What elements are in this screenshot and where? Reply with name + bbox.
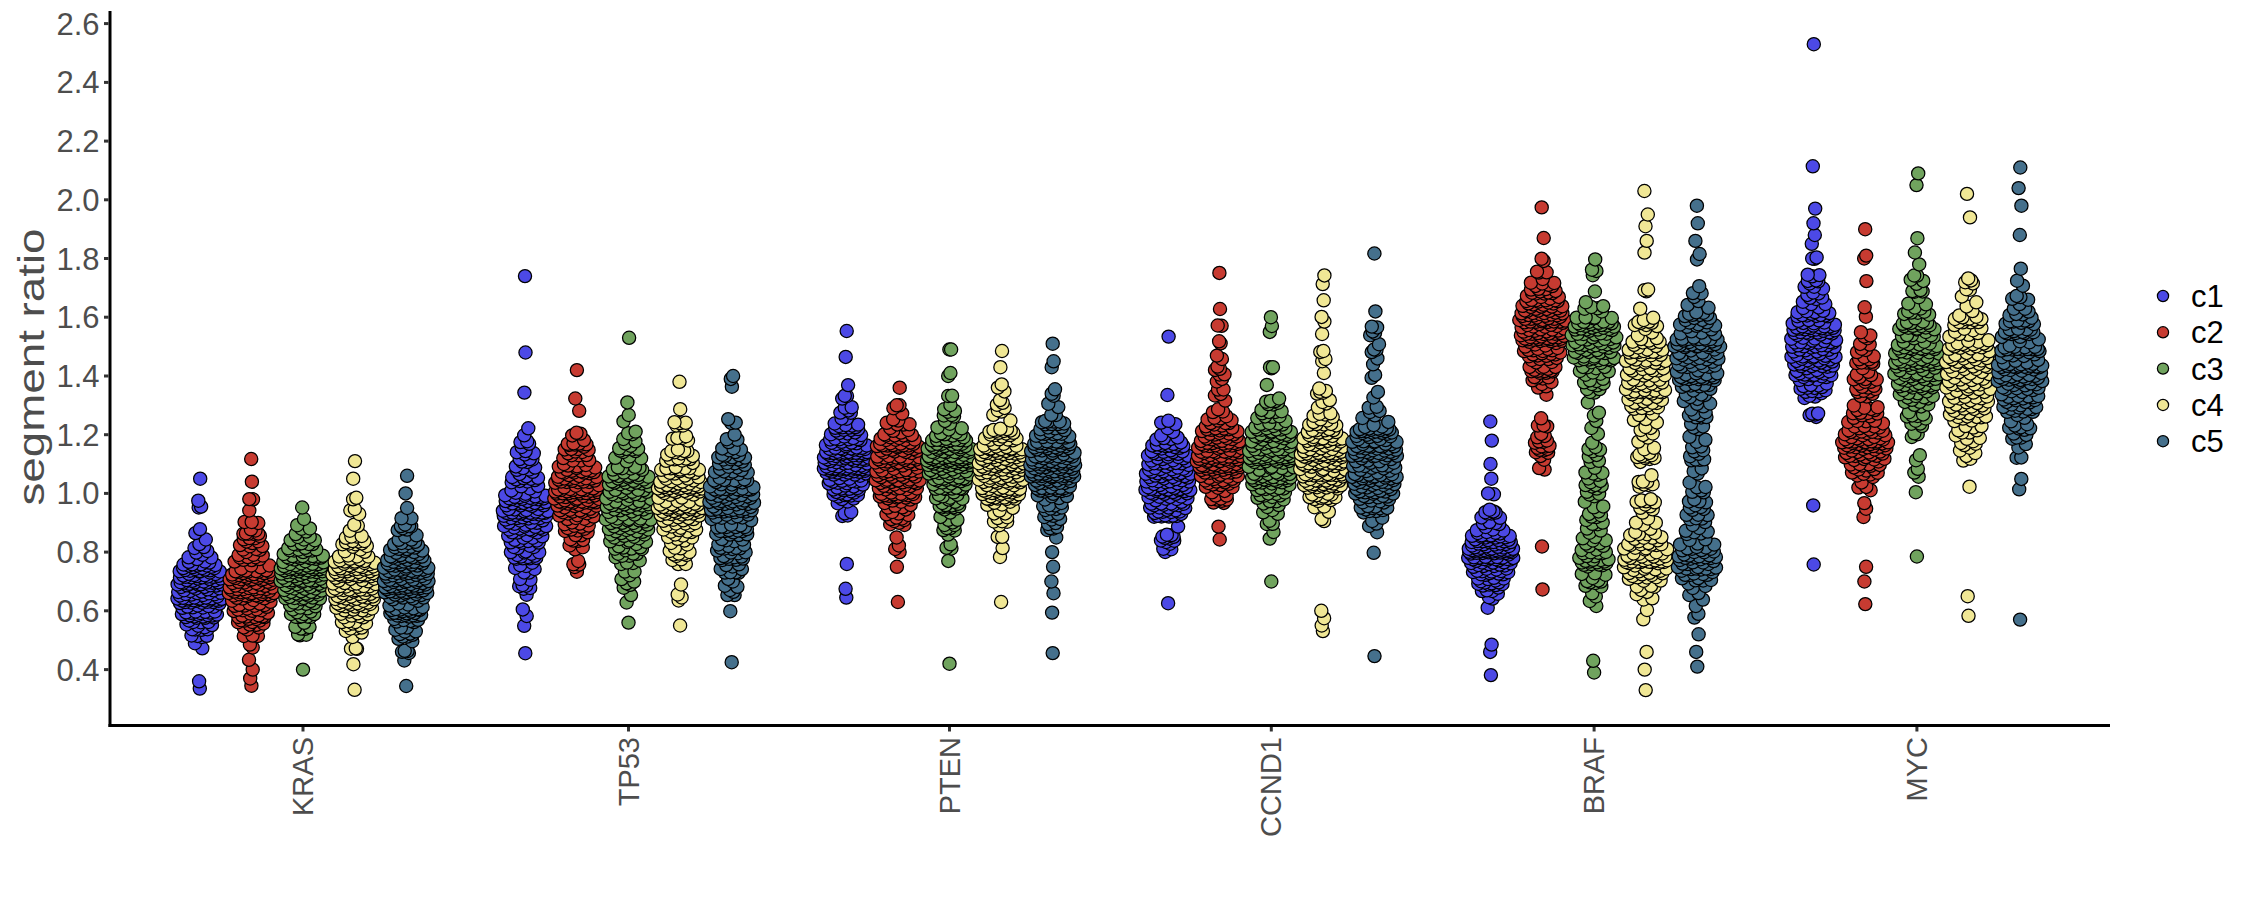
svg-text:1.6: 1.6 (56, 300, 99, 335)
svg-text:0.6: 0.6 (56, 594, 99, 629)
svg-text:segment ratio: segment ratio (11, 229, 52, 506)
svg-text:MYC: MYC (1901, 737, 1933, 801)
svg-text:CCND1: CCND1 (1255, 737, 1287, 837)
svg-text:1.8: 1.8 (56, 242, 99, 277)
svg-text:2.6: 2.6 (56, 7, 99, 42)
svg-text:c3: c3 (2191, 352, 2224, 387)
svg-text:c5: c5 (2191, 424, 2224, 459)
svg-text:BRAF: BRAF (1578, 737, 1610, 814)
svg-text:1.2: 1.2 (56, 418, 99, 453)
svg-text:c1: c1 (2191, 279, 2224, 314)
svg-text:TP53: TP53 (613, 737, 645, 806)
svg-text:PTEN: PTEN (934, 737, 966, 814)
svg-text:0.4: 0.4 (56, 653, 99, 688)
svg-text:c4: c4 (2191, 388, 2224, 423)
svg-text:KRAS: KRAS (287, 737, 319, 816)
svg-text:2.0: 2.0 (56, 183, 99, 218)
svg-text:0.8: 0.8 (56, 535, 99, 570)
svg-text:1.0: 1.0 (56, 476, 99, 511)
svg-text:2.4: 2.4 (56, 65, 99, 100)
svg-text:2.2: 2.2 (56, 124, 99, 159)
svg-text:1.4: 1.4 (56, 359, 99, 394)
svg-text:c2: c2 (2191, 315, 2224, 350)
